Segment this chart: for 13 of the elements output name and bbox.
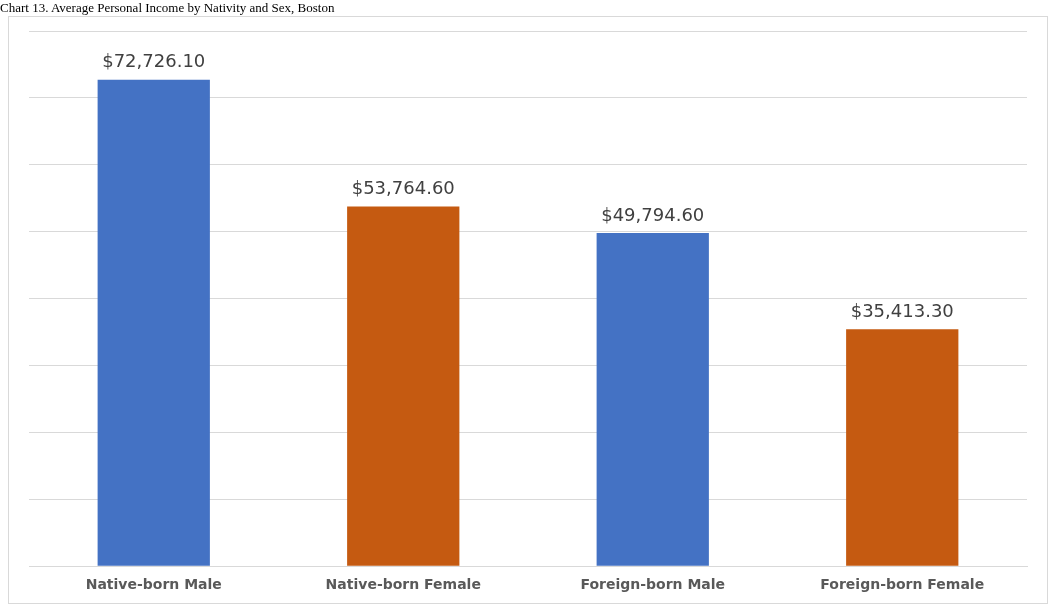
x-tick-label: Native-born Male: [85, 576, 222, 593]
bar: [97, 79, 210, 566]
x-tick-label: Foreign-born Female: [820, 576, 985, 593]
data-label: $53,764.60: [351, 177, 455, 199]
data-label: $35,413.30: [850, 299, 954, 321]
x-tick-label: Foreign-born Male: [580, 576, 726, 593]
x-tick-label: Native-born Female: [325, 576, 481, 593]
data-label: $72,726.10: [102, 50, 206, 72]
data-label: $49,794.60: [601, 203, 705, 225]
bar: [596, 233, 709, 566]
bar: [347, 206, 460, 566]
chart-title: Chart 13. Average Personal Income by Nativity and Sex, Boston: [0, 0, 336, 16]
bar: [846, 329, 959, 566]
